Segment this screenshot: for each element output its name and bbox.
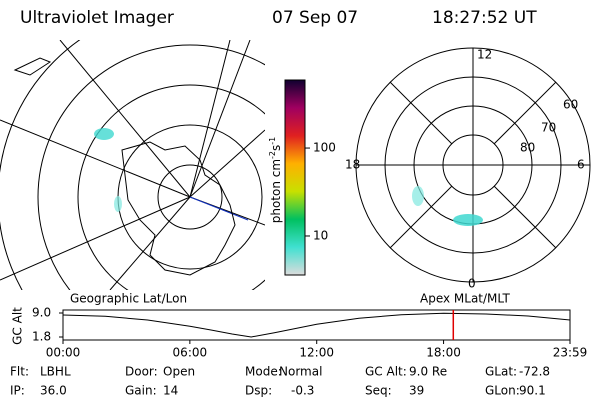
- x-tick-label: 06:00: [173, 346, 208, 360]
- field-value: LBHL: [40, 365, 71, 379]
- field-label: Dsp:: [245, 384, 272, 398]
- x-tick-label: 00:00: [46, 346, 81, 360]
- field-value: 36.0: [40, 384, 67, 398]
- mlt-label: 18: [345, 158, 360, 172]
- colorbar-tick-label: 100: [313, 141, 336, 155]
- field-value: -0.3: [291, 384, 314, 398]
- field-label: Flt:: [10, 365, 29, 379]
- field-label: IP:: [10, 384, 25, 398]
- field-value: Normal: [279, 365, 322, 379]
- mlt-label: 12: [477, 48, 492, 62]
- lat-label: 80: [520, 141, 535, 155]
- colorbar-tick-label: 10: [313, 228, 328, 242]
- colorbar-label: photon cm-2s-1: [268, 137, 283, 224]
- lat-label: 70: [541, 121, 556, 135]
- y-label: GC Alt: [11, 307, 25, 345]
- field-label: GC Alt:: [365, 365, 407, 379]
- mlt-label: 0: [468, 277, 476, 291]
- polar-grid: [355, 47, 591, 283]
- field-label: Mode:: [245, 365, 282, 379]
- mlt-label: 6: [577, 158, 585, 172]
- x-tick-label: 23:59: [553, 346, 588, 360]
- field-label: GLon:: [485, 384, 520, 398]
- aurora: [412, 186, 483, 226]
- y-tick-label: 9.0: [32, 306, 51, 320]
- y-tick-label: 1.8: [32, 330, 51, 344]
- field-label: Door:: [125, 365, 158, 379]
- field-value: -72.8: [519, 365, 550, 379]
- lat-label: 60: [563, 98, 578, 112]
- field-label: Gain:: [125, 384, 157, 398]
- date: 07 Sep 07: [272, 8, 358, 28]
- x-tick-label: 12:00: [299, 346, 334, 360]
- field-label: GLat:: [485, 365, 517, 379]
- altitude-curve: [62, 312, 571, 338]
- field-value: 39: [409, 384, 424, 398]
- time: 18:27:52 UT: [432, 8, 537, 28]
- field-value: 14: [163, 384, 178, 398]
- field-value: 9.0 Re: [409, 365, 447, 379]
- colorbar: [284, 79, 306, 276]
- x-tick-label: 18:00: [426, 346, 461, 360]
- right-label: Apex MLat/MLT: [420, 292, 510, 306]
- field-value: 90.1: [519, 384, 546, 398]
- title: Ultraviolet Imager: [20, 8, 174, 28]
- field-value: Open: [163, 365, 195, 379]
- field-label: Seq:: [365, 384, 392, 398]
- geo-map: [0, 40, 265, 290]
- left-label: Geographic Lat/Lon: [70, 292, 187, 306]
